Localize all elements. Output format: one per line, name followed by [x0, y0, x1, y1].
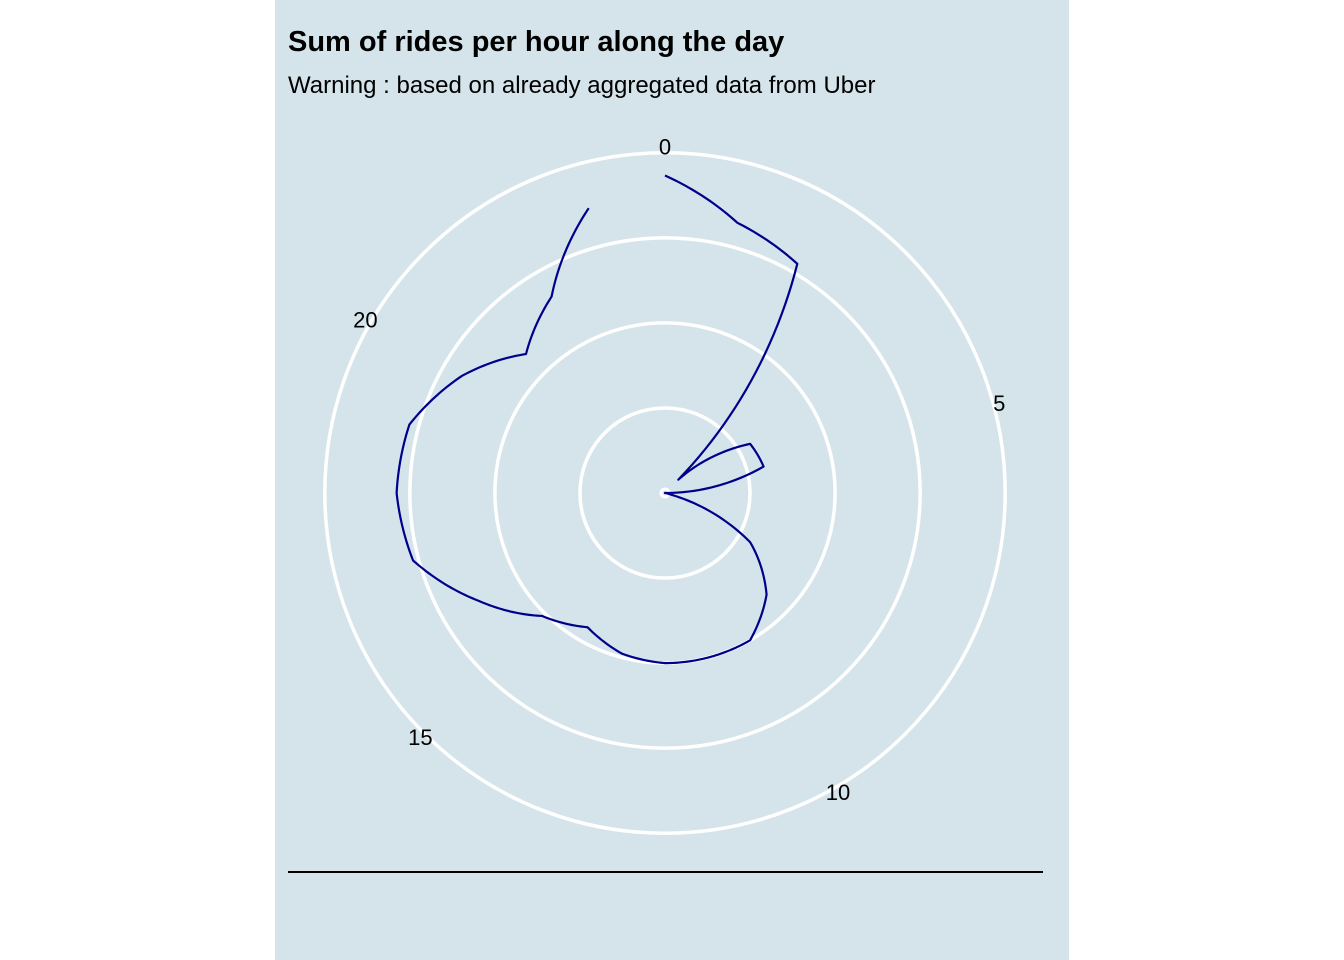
- angular-tick-label-0: 0: [659, 135, 671, 160]
- chart-title: Sum of rides per hour along the day: [288, 26, 785, 58]
- series-line-0: [395, 174, 799, 665]
- radial-gridline-0: [578, 406, 752, 580]
- series-layer: [395, 174, 799, 665]
- angular-tick-label-10: 10: [826, 780, 850, 805]
- radial-gridline-2: [408, 236, 922, 750]
- radial-gridline-3: [323, 151, 1007, 835]
- angular-tick-label-5: 5: [993, 391, 1005, 416]
- tick-layer: 0 5 10 15 20: [353, 135, 1005, 806]
- angular-tick-label-20: 20: [353, 308, 377, 333]
- grid-layer: [323, 151, 1007, 835]
- plot-panel: [275, 0, 1069, 960]
- angular-tick-label-15: 15: [408, 725, 432, 750]
- chart-subtitle: Warning : based on already aggregated da…: [288, 72, 876, 99]
